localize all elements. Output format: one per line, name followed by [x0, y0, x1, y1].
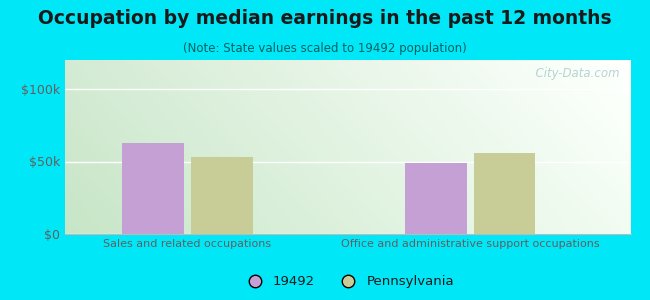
- Text: Occupation by median earnings in the past 12 months: Occupation by median earnings in the pas…: [38, 9, 612, 28]
- Text: (Note: State values scaled to 19492 population): (Note: State values scaled to 19492 popu…: [183, 42, 467, 55]
- Bar: [191, 157, 253, 234]
- Bar: [122, 142, 184, 234]
- Legend: 19492, Pennsylvania: 19492, Pennsylvania: [236, 270, 460, 293]
- Bar: [405, 163, 467, 234]
- Bar: [474, 153, 536, 234]
- Text: City-Data.com: City-Data.com: [528, 67, 619, 80]
